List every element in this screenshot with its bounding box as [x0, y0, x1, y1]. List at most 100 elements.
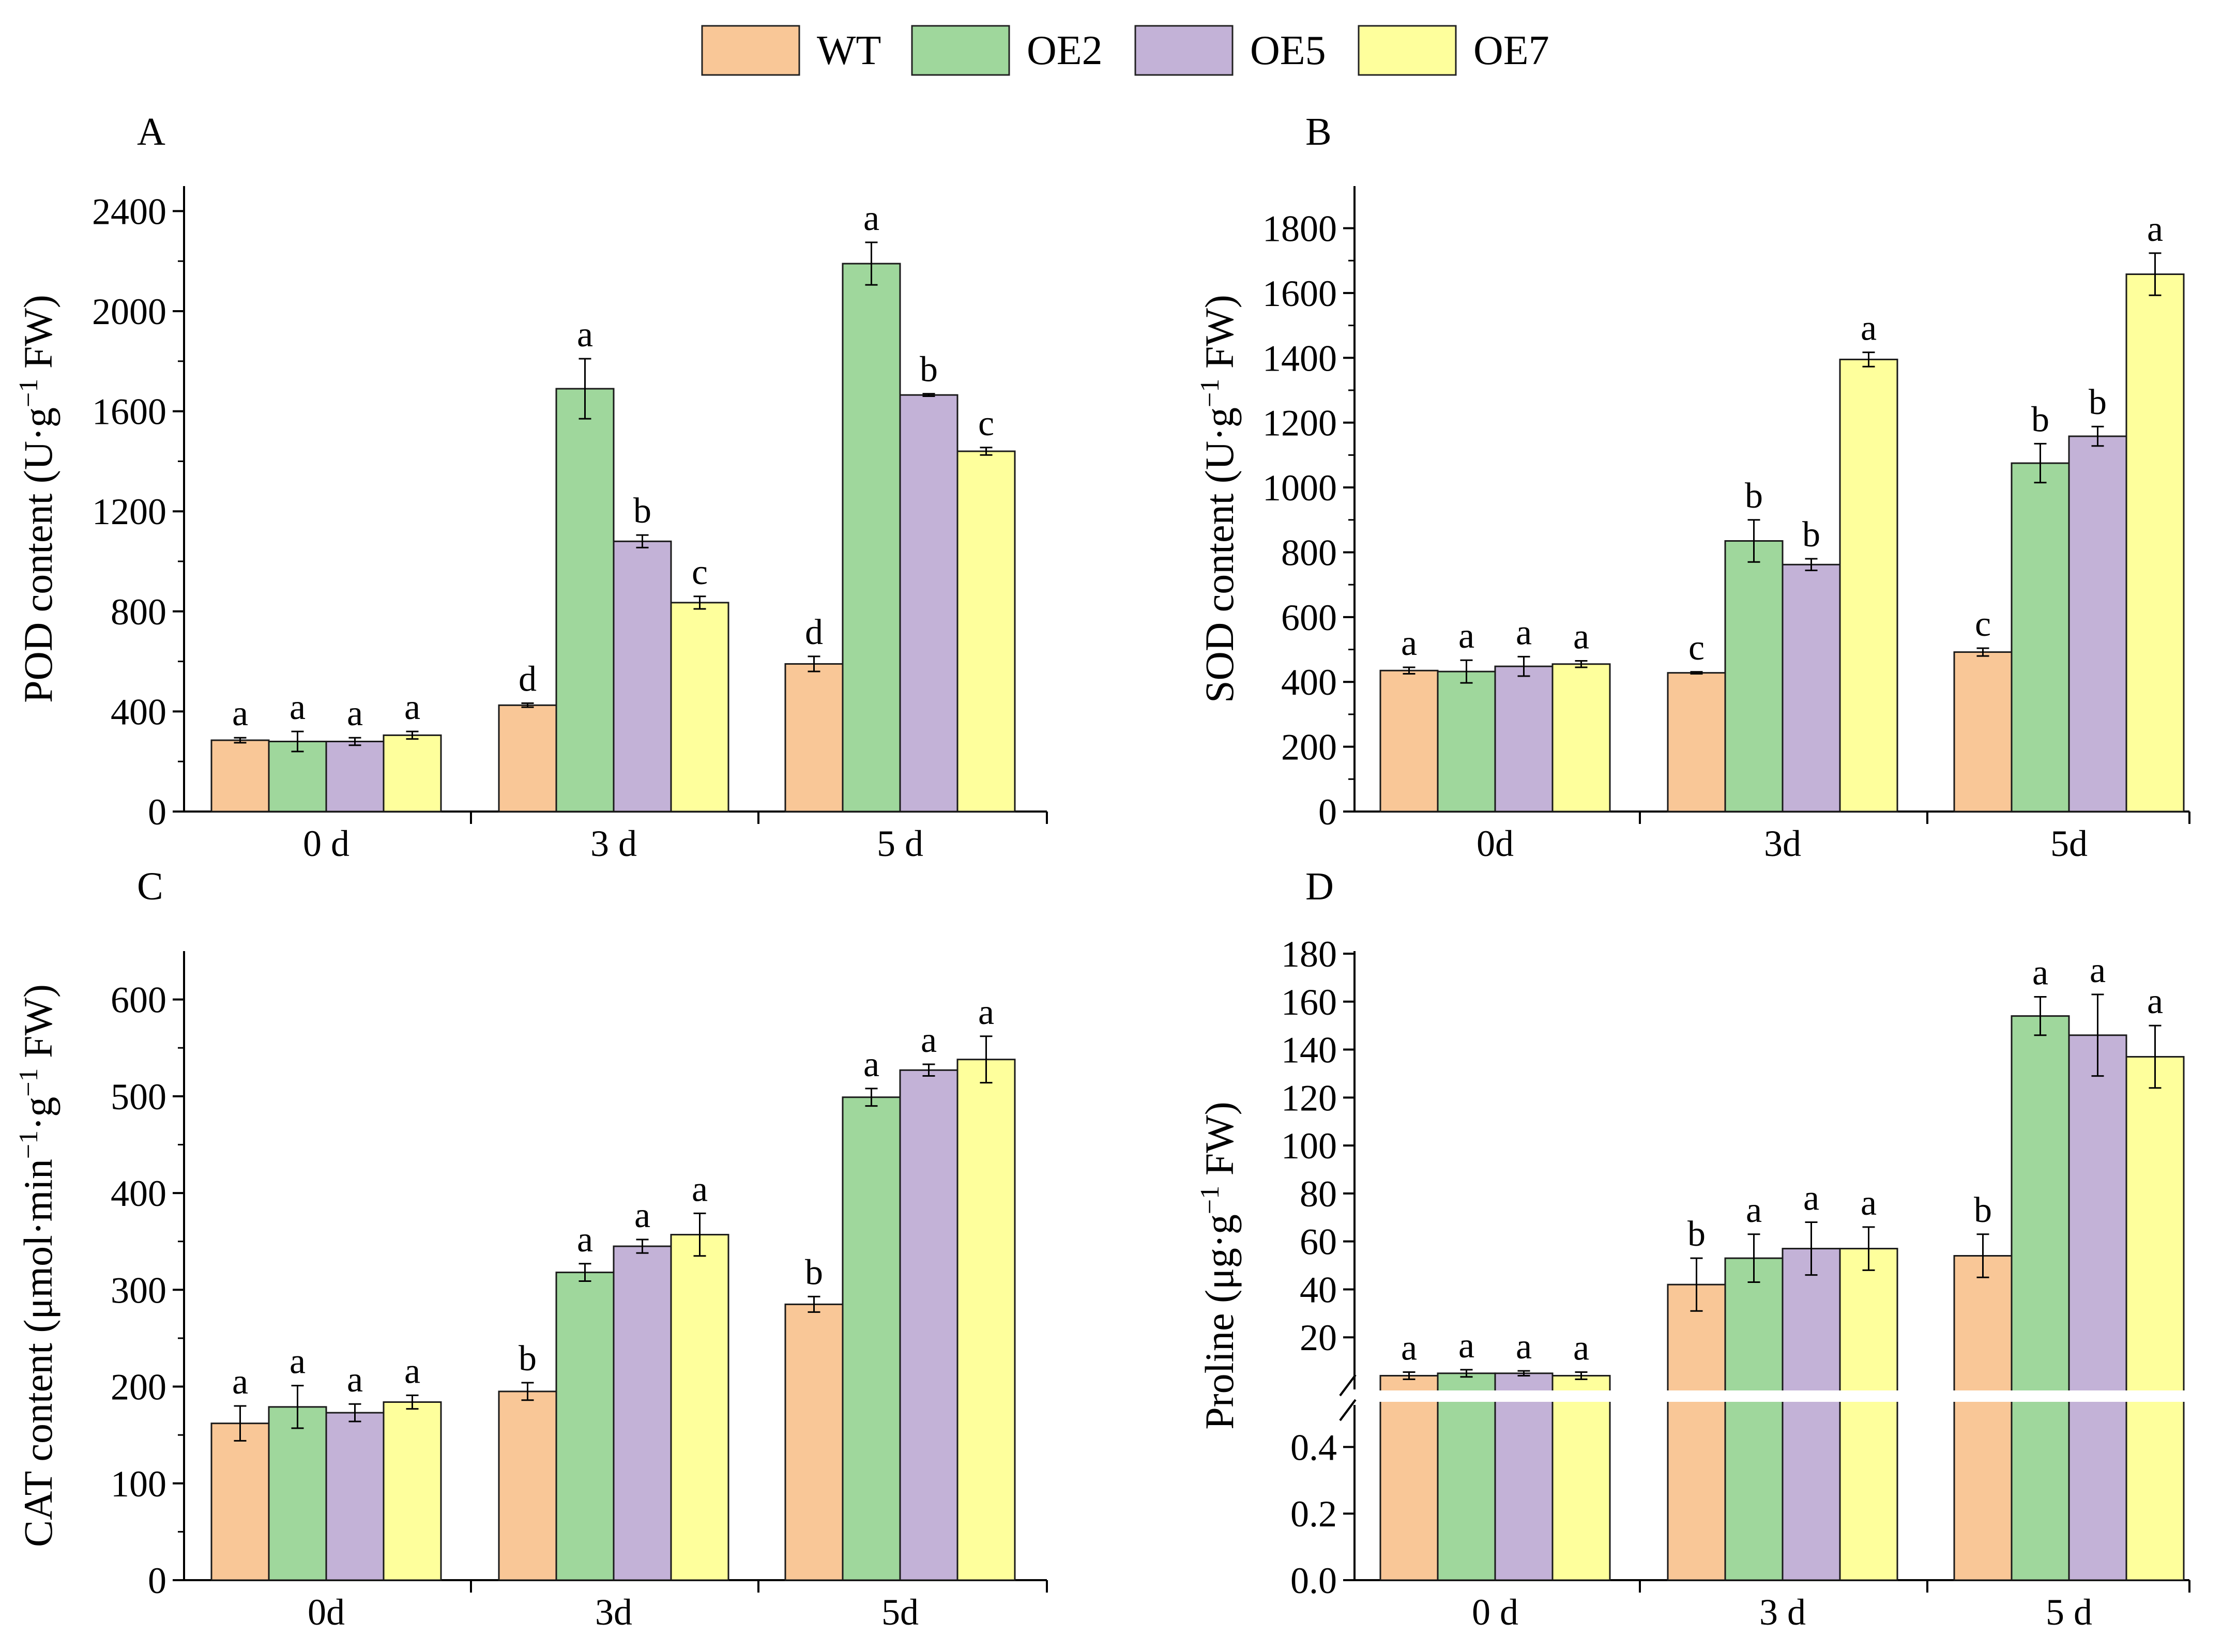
x-category-label: 0 d — [303, 823, 349, 864]
panel-C: C 0 100 200 300 400 500 600 0d 3d 5d a b b a a a a a a a a a CA… — [14, 865, 1048, 1633]
significance-label: b — [633, 491, 651, 531]
bar-oe5 — [613, 540, 672, 813]
significance-label: d — [519, 659, 537, 699]
significance-label: a — [863, 1045, 879, 1084]
significance-label: b — [2031, 400, 2049, 439]
panel-letter-B: B — [1305, 110, 1332, 154]
significance-label: a — [921, 1020, 937, 1060]
bar-oe2 — [2011, 1015, 2070, 1581]
significance-label: b — [1687, 1214, 1706, 1254]
y-tick-label: 2400 — [92, 191, 166, 232]
panel-letter-C: C — [137, 865, 163, 908]
significance-label: a — [1573, 1328, 1589, 1368]
bar-oe5 — [325, 1412, 385, 1581]
significance-label: d — [805, 613, 823, 652]
y-tick-label: 800 — [111, 591, 166, 633]
significance-label: a — [2090, 951, 2106, 990]
bar-oe2 — [2011, 462, 2070, 813]
bar-oe7 — [956, 450, 1016, 813]
x-category-label: 3d — [595, 1592, 632, 1633]
x-category-label: 3 d — [1759, 1592, 1806, 1633]
bar-oe7 — [1839, 358, 1898, 813]
panel-A: A 0 400 800 1200 1600 2000 2400 0 d 3 d 5 d a d d a a a a… — [14, 110, 1048, 864]
bar-oe5 — [2068, 1034, 2127, 1581]
significance-label: a — [1861, 309, 1877, 348]
y-tick-label: 400 — [1281, 662, 1337, 703]
bar-wt — [1379, 669, 1439, 813]
legend-label-oe2: OE2 — [1027, 28, 1103, 73]
significance-label: c — [1688, 628, 1705, 668]
y-tick-label: 1200 — [1262, 403, 1337, 444]
significance-label: a — [692, 1169, 708, 1209]
significance-label: a — [1573, 617, 1589, 656]
bar-oe7 — [1839, 1248, 1898, 1581]
y-tick-label: 500 — [111, 1076, 166, 1118]
x-category-label: 5 d — [877, 823, 923, 864]
bar-oe7 — [2125, 273, 2185, 813]
bar-oe2 — [842, 263, 901, 813]
significance-label: a — [634, 1196, 650, 1235]
significance-label: a — [577, 1220, 593, 1260]
y-tick-label: 1800 — [1262, 208, 1337, 250]
x-category-label: 5 d — [2046, 1592, 2092, 1633]
significance-label: a — [2032, 953, 2048, 993]
significance-label: a — [577, 315, 593, 355]
bar-oe7 — [2125, 1056, 2185, 1581]
y-tick-label: 0.2 — [1290, 1493, 1337, 1535]
legend-label-oe5: OE5 — [1250, 28, 1326, 73]
axis-break-slash — [1339, 1399, 1357, 1421]
bar-oe5 — [1782, 563, 1841, 813]
bar-oe2 — [555, 388, 615, 813]
significance-label: b — [1802, 515, 1820, 555]
significance-label: a — [2147, 209, 2163, 249]
bar-oe2 — [842, 1096, 901, 1581]
y-tick-label: 1000 — [1262, 467, 1337, 509]
y-tick-label: 200 — [1281, 727, 1337, 768]
y-tick-label: 0 — [148, 791, 166, 833]
y-tick-label: 400 — [111, 1173, 166, 1214]
panel-letter-A: A — [137, 110, 165, 154]
y-axis-title: CAT content (μmol·min−1·g−1 FW) — [14, 984, 61, 1547]
bar-oe2 — [1724, 1257, 1784, 1581]
significance-label: a — [347, 694, 363, 733]
significance-label: a — [1861, 1183, 1877, 1223]
x-category-label: 3d — [1764, 823, 1801, 864]
y-tick-label: 200 — [111, 1367, 166, 1408]
bar-wt — [210, 739, 270, 813]
significance-label: a — [290, 1342, 306, 1382]
y-axis-title: SOD content (U·g−1 FW) — [1195, 295, 1242, 703]
axis-break-slash — [1339, 1374, 1357, 1397]
legend-label-wt: WT — [817, 28, 881, 73]
bar-oe5 — [1782, 1248, 1841, 1581]
bar-oe7 — [670, 602, 729, 813]
y-tick-label: 2000 — [92, 291, 166, 332]
significance-label: a — [1516, 613, 1532, 652]
y-tick-label: 160 — [1281, 982, 1337, 1023]
bar-wt — [1953, 651, 2013, 813]
y-tick-label: 600 — [111, 980, 166, 1021]
significance-label: c — [692, 553, 708, 592]
bar-wt — [784, 663, 844, 813]
significance-label: a — [1803, 1179, 1819, 1218]
x-category-label: 3 d — [590, 823, 637, 864]
y-tick-label: 400 — [111, 691, 166, 732]
significance-label: a — [1458, 1326, 1474, 1366]
y-axis-title: Proline (μg·g−1 FW) — [1195, 1102, 1242, 1429]
y-tick-label: 0 — [148, 1560, 166, 1601]
significance-label: a — [232, 694, 248, 733]
y-tick-label: 1600 — [1262, 273, 1337, 314]
y-axis-title: POD content (U·g−1 FW) — [14, 295, 61, 703]
significance-label: a — [1401, 1328, 1417, 1368]
significance-label: b — [2089, 383, 2107, 422]
legend: WT OE2 OE5 OE7 — [701, 25, 1549, 76]
bar-wt — [498, 1390, 557, 1581]
bar-oe5 — [1494, 665, 1554, 813]
x-category-label: 0d — [308, 1592, 345, 1633]
y-tick-label: 1400 — [1262, 338, 1337, 379]
bar-wt — [498, 704, 557, 813]
panel-D: D 0.0 0.2 0.4 20 40 60 80 100 120 140 160 180 0 d 3 d 5… — [1195, 865, 2194, 1633]
axis-break-overlay — [1356, 1390, 2190, 1402]
significance-label: b — [805, 1252, 823, 1292]
